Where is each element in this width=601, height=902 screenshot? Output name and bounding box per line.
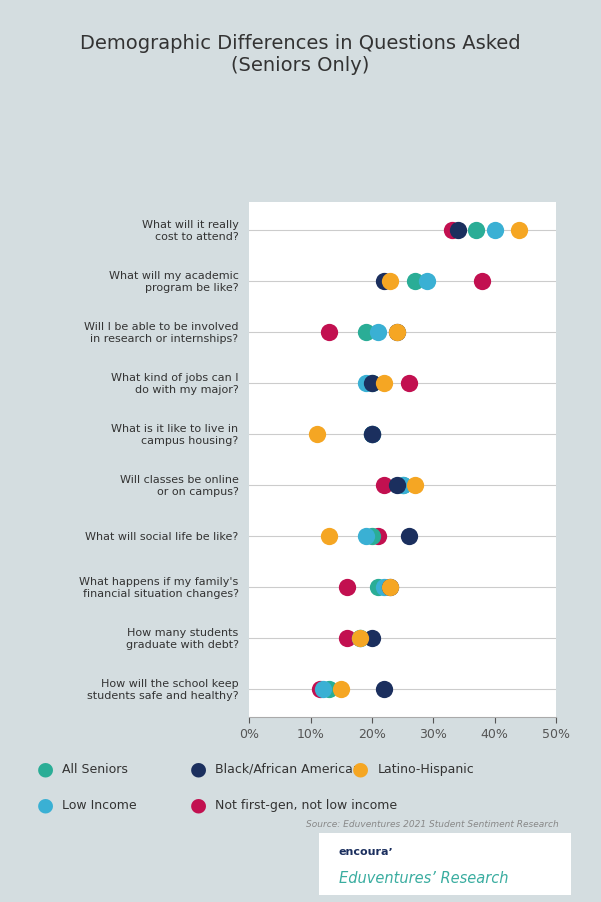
Point xyxy=(471,224,481,238)
Point xyxy=(325,682,334,696)
Point xyxy=(379,376,389,391)
Point xyxy=(361,529,371,544)
Point xyxy=(379,682,389,696)
Point xyxy=(398,478,407,492)
Point xyxy=(343,580,352,594)
Point xyxy=(373,580,383,594)
Point xyxy=(361,376,371,391)
Point xyxy=(315,682,325,696)
Text: ●: ● xyxy=(190,759,207,778)
Text: ●: ● xyxy=(37,759,53,778)
Text: Not first-gen, not low income: Not first-gen, not low income xyxy=(215,798,397,811)
Point xyxy=(386,274,395,289)
Point xyxy=(367,428,377,442)
Point xyxy=(343,631,352,646)
Point xyxy=(373,326,383,340)
Text: What will social life be like?: What will social life be like? xyxy=(85,531,239,541)
Point xyxy=(367,376,377,391)
Point xyxy=(379,478,389,492)
Text: How many students
graduate with debt?: How many students graduate with debt? xyxy=(126,628,239,649)
Point xyxy=(361,326,371,340)
Text: How will the school keep
students safe and healthy?: How will the school keep students safe a… xyxy=(87,678,239,700)
Point xyxy=(392,326,401,340)
Text: What will it really
cost to attend?: What will it really cost to attend? xyxy=(142,220,239,242)
Point xyxy=(447,224,457,238)
Text: ●: ● xyxy=(190,795,207,815)
Point xyxy=(423,274,432,289)
Point xyxy=(355,631,365,646)
Point xyxy=(367,428,377,442)
Text: What happens if my family's
financial situation changes?: What happens if my family's financial si… xyxy=(79,576,239,598)
Point xyxy=(404,376,413,391)
Text: Eduventures’ Research: Eduventures’ Research xyxy=(339,870,508,885)
Point xyxy=(367,428,377,442)
Text: What kind of jobs can I
do with my major?: What kind of jobs can I do with my major… xyxy=(111,373,239,394)
Point xyxy=(367,376,377,391)
Text: Will classes be online
or on campus?: Will classes be online or on campus? xyxy=(120,474,239,496)
Text: ●: ● xyxy=(352,759,369,778)
Point xyxy=(386,580,395,594)
Point xyxy=(453,224,463,238)
Point xyxy=(318,682,328,696)
Text: encouraʼ: encouraʼ xyxy=(339,846,394,856)
Text: Source: Eduventures 2021 Student Sentiment Research: Source: Eduventures 2021 Student Sentime… xyxy=(306,819,559,828)
Text: ●: ● xyxy=(37,795,53,815)
Point xyxy=(367,631,377,646)
Text: Will I be able to be involved
in research or internships?: Will I be able to be involved in researc… xyxy=(84,322,239,344)
Point xyxy=(312,428,322,442)
Point xyxy=(514,224,524,238)
Text: Demographic Differences in Questions Asked
(Seniors Only): Demographic Differences in Questions Ask… xyxy=(80,34,521,75)
Text: What will my academic
program be like?: What will my academic program be like? xyxy=(109,272,239,292)
Point xyxy=(398,478,407,492)
Point xyxy=(404,529,413,544)
Text: Latino-Hispanic: Latino-Hispanic xyxy=(377,762,474,775)
Point xyxy=(410,478,419,492)
Text: Black/African American: Black/African American xyxy=(215,762,361,775)
Point xyxy=(392,478,401,492)
Point xyxy=(355,631,365,646)
Text: Low Income: Low Income xyxy=(62,798,136,811)
Point xyxy=(386,580,395,594)
Point xyxy=(379,580,389,594)
Point xyxy=(392,326,401,340)
Point xyxy=(373,529,383,544)
Point xyxy=(410,274,419,289)
Point xyxy=(490,224,499,238)
Point xyxy=(367,529,377,544)
Point xyxy=(379,274,389,289)
Point xyxy=(355,631,365,646)
Point xyxy=(478,274,487,289)
Text: What is it like to live in
campus housing?: What is it like to live in campus housin… xyxy=(111,424,239,446)
Point xyxy=(367,428,377,442)
Point xyxy=(337,682,346,696)
Point xyxy=(325,529,334,544)
Text: All Seniors: All Seniors xyxy=(62,762,128,775)
Point xyxy=(325,326,334,340)
